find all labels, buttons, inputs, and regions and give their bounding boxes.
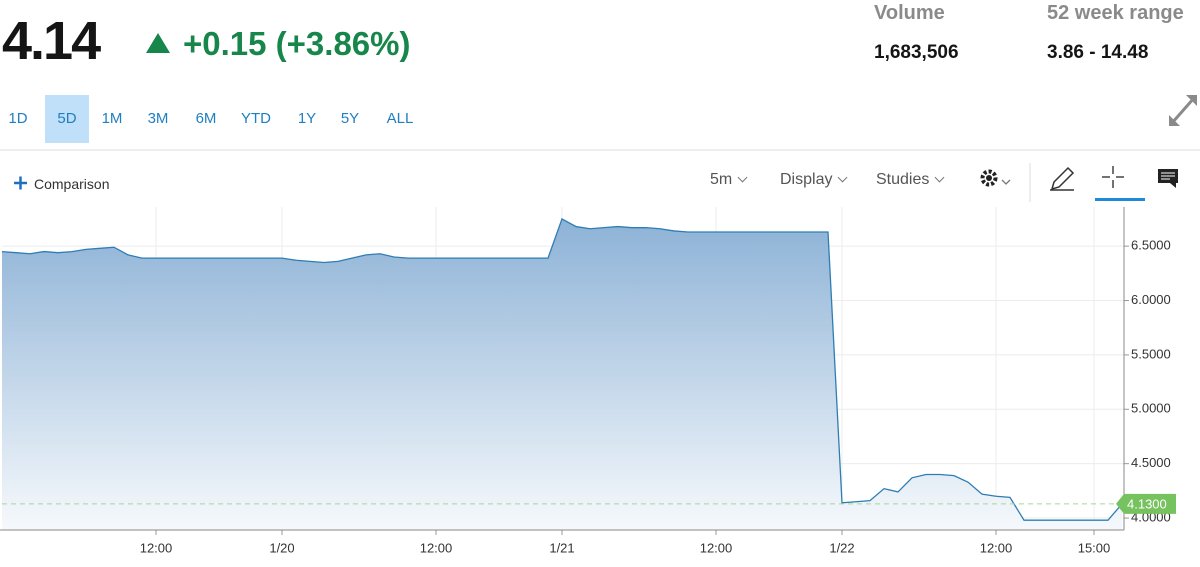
range-tab[interactable]: 1M	[101, 110, 123, 127]
x-tick-label: 12:00	[420, 540, 453, 555]
interval-label: 5m	[710, 171, 733, 188]
reference-label: 4.1300	[1127, 496, 1167, 511]
draw-icon[interactable]	[1050, 166, 1075, 191]
x-tick-label: 1/20	[269, 540, 294, 555]
x-tick-label: 15:00	[1078, 540, 1111, 555]
reference-badge	[1116, 493, 1176, 514]
comment-icon[interactable]	[1158, 169, 1178, 188]
crosshair-icon[interactable]	[1102, 166, 1124, 188]
display-label: Display	[780, 171, 833, 188]
range-tab[interactable]: ALL	[386, 110, 414, 127]
x-tick-label: 1/22	[829, 540, 854, 555]
plot: 4.00004.50005.00005.50006.00006.500012:0…	[0, 207, 1176, 555]
x-tick-label: 12:00	[140, 540, 173, 555]
range-tab[interactable]: 1D	[8, 110, 28, 127]
range-tab[interactable]: 3M	[147, 110, 169, 127]
x-tick-label: 1/21	[549, 540, 574, 555]
y-tick-label: 4.5000	[1131, 455, 1171, 470]
comparison-plus[interactable]	[14, 176, 27, 190]
active-tool-underline	[1095, 198, 1145, 201]
range-tab[interactable]: YTD	[241, 110, 271, 127]
stat-label: 52 week range	[1047, 2, 1184, 24]
range-tab[interactable]: 5Y	[340, 110, 360, 127]
x-tick-label: 12:00	[700, 540, 733, 555]
stat-value: 3.86 - 14.48	[1047, 42, 1149, 63]
y-tick-label: 5.5000	[1131, 346, 1171, 361]
x-tick-label: 12:00	[980, 540, 1013, 555]
range-tab[interactable]: 6M	[195, 110, 217, 127]
comparison-button[interactable]: Comparison	[34, 176, 110, 192]
stat-label: Volume	[874, 2, 945, 24]
range-tab[interactable]: 5D	[45, 95, 89, 143]
display-button[interactable]: Display	[780, 171, 848, 189]
stat-value: 1,683,506	[874, 42, 959, 63]
area	[2, 218, 1122, 531]
interval-button[interactable]: 5m	[710, 171, 748, 189]
price-line	[1, 218, 1123, 521]
price: 4.14	[2, 11, 101, 71]
range-tab[interactable]: 1Y	[297, 110, 317, 127]
price-change: +0.15 (+3.86%)	[183, 25, 411, 62]
y-tick-label: 6.0000	[1131, 292, 1171, 307]
studies-button[interactable]: Studies	[876, 171, 945, 189]
expand-icon[interactable]	[1169, 95, 1197, 126]
y-tick-label: 6.5000	[1131, 238, 1171, 253]
settings-icon[interactable]	[980, 169, 1011, 187]
up-arrow	[146, 33, 170, 53]
studies-label: Studies	[876, 171, 930, 188]
y-tick-label: 5.0000	[1131, 401, 1171, 416]
